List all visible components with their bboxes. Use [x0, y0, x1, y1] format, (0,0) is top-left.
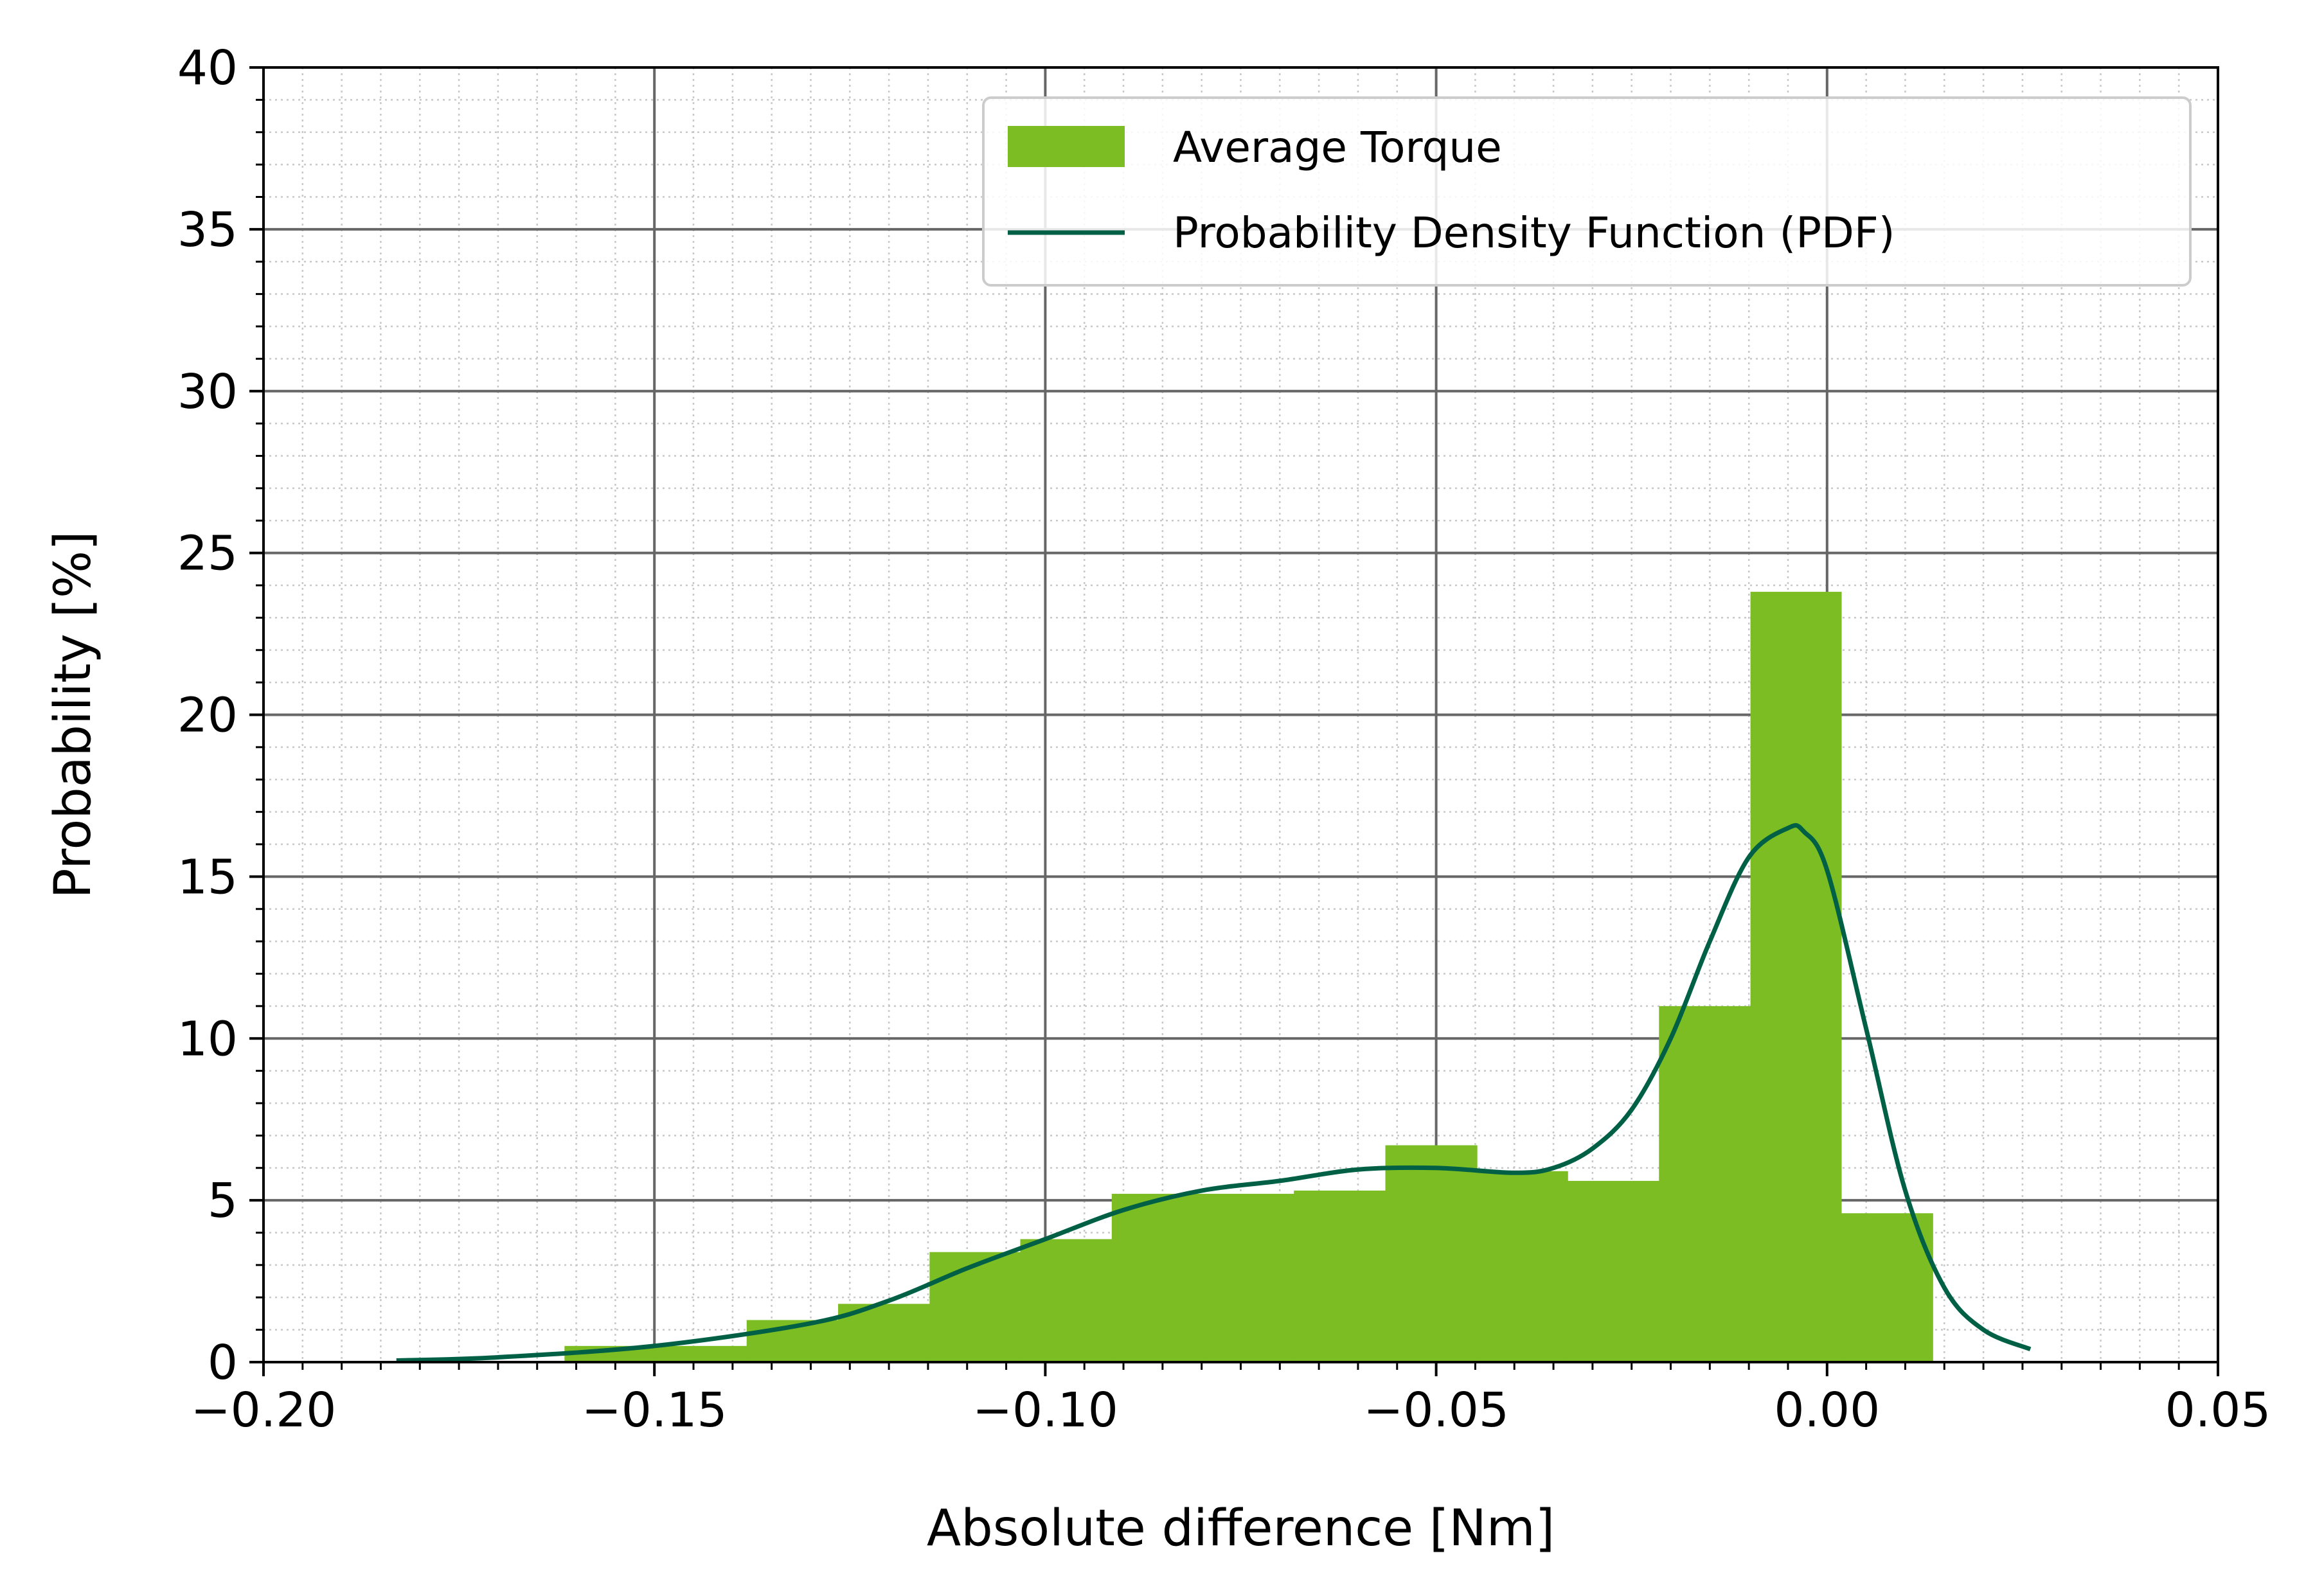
y-tick-label: 40: [177, 40, 238, 96]
y-tick-label: 10: [177, 1011, 238, 1067]
histogram-bar: [1385, 1145, 1478, 1362]
histogram-bar: [1476, 1171, 1568, 1362]
pdf-curve-group: [396, 823, 2032, 1363]
legend-box: [982, 96, 2192, 287]
x-tick-label: 0.00: [1774, 1383, 1880, 1438]
histogram-bar: [1750, 592, 1842, 1363]
histogram-bar: [656, 1345, 747, 1362]
y-tick-label: 20: [177, 688, 238, 743]
y-axis-label: Probability [%]: [44, 531, 102, 898]
histogram-bar: [929, 1252, 1021, 1362]
y-tick-label: 30: [177, 364, 238, 420]
histogram-bar: [1020, 1239, 1113, 1362]
pdf-line: [396, 823, 2032, 1363]
histogram-bar: [1567, 1180, 1660, 1362]
y-tick-label: 5: [208, 1173, 238, 1228]
y-tick-label: 25: [177, 526, 238, 581]
histogram-bars: [564, 592, 1933, 1363]
legend-label-average-torque: Average Torque: [1173, 123, 1502, 172]
y-tick-label: 0: [208, 1335, 238, 1390]
histogram-bar: [1203, 1194, 1295, 1362]
legend: Average Torque Probability Density Funct…: [982, 96, 2192, 287]
x-tick-label: −0.05: [1363, 1383, 1509, 1438]
y-tick-label: 15: [177, 849, 238, 905]
legend-label-pdf: Probability Density Function (PDF): [1173, 208, 1895, 258]
x-tick-label: 0.05: [2165, 1383, 2271, 1438]
histogram-bar: [1294, 1191, 1386, 1362]
x-tick-label: −0.20: [191, 1383, 337, 1438]
x-axis-label: Absolute difference [Nm]: [927, 1500, 1555, 1557]
histogram-bar: [1659, 1006, 1751, 1362]
x-tick-label: −0.10: [972, 1383, 1118, 1438]
histogram-bar: [1841, 1213, 1933, 1362]
x-tick-labels: −0.20 −0.15 −0.10 −0.05 0.00 0.05: [191, 1383, 2271, 1438]
axis-ticks: [249, 66, 2219, 1376]
histogram-bar: [1111, 1194, 1204, 1362]
legend-swatch-average-torque: [1008, 126, 1125, 167]
x-tick-label: −0.15: [582, 1383, 728, 1438]
y-tick-labels: 0 5 10 15 20 25 30 35 40: [177, 40, 238, 1390]
y-tick-label: 35: [177, 202, 238, 258]
